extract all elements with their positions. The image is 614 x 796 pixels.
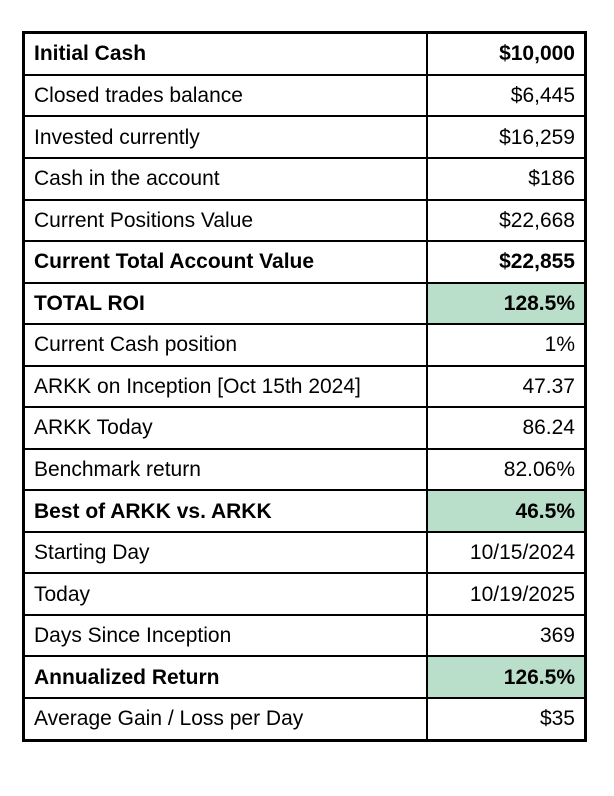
table-row: Average Gain / Loss per Day $35 bbox=[22, 696, 587, 742]
metric-value-cell[interactable]: 369 bbox=[425, 613, 587, 658]
portfolio-metrics-table: Initial Cash $10,000 Closed trades balan… bbox=[22, 31, 587, 742]
metric-label-cell[interactable]: ARKK Today bbox=[22, 406, 428, 450]
metric-value-cell[interactable]: 86.24 bbox=[425, 406, 587, 450]
table-row: Today 10/19/2025 bbox=[22, 572, 587, 616]
metric-label-cell[interactable]: TOTAL ROI bbox=[22, 281, 428, 326]
table-row: Starting Day 10/15/2024 bbox=[22, 530, 587, 575]
table-row: TOTAL ROI 128.5% bbox=[22, 281, 587, 326]
metric-label-cell[interactable]: Annualized Return bbox=[22, 655, 428, 699]
table-row: Annualized Return 126.5% bbox=[22, 655, 587, 699]
metrics-table-body: Initial Cash $10,000 Closed trades balan… bbox=[22, 31, 587, 742]
table-row: Best of ARKK vs. ARKK 46.5% bbox=[22, 489, 587, 533]
table-row: Current Cash position 1% bbox=[22, 323, 587, 367]
metric-value-cell[interactable]: 47.37 bbox=[425, 364, 587, 409]
portfolio-metrics-sheet: Initial Cash $10,000 Closed trades balan… bbox=[22, 31, 587, 742]
metric-value-cell[interactable]: 126.5% bbox=[425, 655, 587, 699]
metric-value-cell[interactable]: $35 bbox=[425, 696, 587, 742]
metric-value-cell[interactable]: $6,445 bbox=[425, 73, 587, 118]
metric-value-cell[interactable]: 82.06% bbox=[425, 447, 587, 492]
metric-label-cell[interactable]: Current Cash position bbox=[22, 323, 428, 367]
metric-label-cell[interactable]: ARKK on Inception [Oct 15th 2024] bbox=[22, 364, 428, 409]
table-row: Cash in the account $186 bbox=[22, 157, 587, 201]
metric-label-cell[interactable]: Average Gain / Loss per Day bbox=[22, 696, 428, 742]
metric-label-cell[interactable]: Best of ARKK vs. ARKK bbox=[22, 489, 428, 533]
metric-value-cell[interactable]: 10/19/2025 bbox=[425, 572, 587, 616]
table-row: Benchmark return 82.06% bbox=[22, 447, 587, 492]
metric-label-cell[interactable]: Benchmark return bbox=[22, 447, 428, 492]
metric-label-cell[interactable]: Initial Cash bbox=[22, 31, 428, 76]
table-row: Days Since Inception 369 bbox=[22, 613, 587, 658]
metric-value-cell[interactable]: 46.5% bbox=[425, 489, 587, 533]
metric-label-cell[interactable]: Current Positions Value bbox=[22, 198, 428, 243]
metric-value-cell[interactable]: 128.5% bbox=[425, 281, 587, 326]
table-row: Closed trades balance $6,445 bbox=[22, 73, 587, 118]
metric-value-cell[interactable]: 10/15/2024 bbox=[425, 530, 587, 575]
metric-label-cell[interactable]: Invested currently bbox=[22, 115, 428, 159]
metric-label-cell[interactable]: Cash in the account bbox=[22, 157, 428, 201]
table-row: Current Positions Value $22,668 bbox=[22, 198, 587, 243]
metric-value-cell[interactable]: $186 bbox=[425, 157, 587, 201]
table-row: Current Total Account Value $22,855 bbox=[22, 240, 587, 284]
table-row: ARKK Today 86.24 bbox=[22, 406, 587, 450]
metric-value-cell[interactable]: $10,000 bbox=[425, 31, 587, 76]
table-row: Invested currently $16,259 bbox=[22, 115, 587, 159]
metric-label-cell[interactable]: Current Total Account Value bbox=[22, 240, 428, 284]
metric-value-cell[interactable]: $22,855 bbox=[425, 240, 587, 284]
metric-label-cell[interactable]: Days Since Inception bbox=[22, 613, 428, 658]
metric-value-cell[interactable]: 1% bbox=[425, 323, 587, 367]
table-row: Initial Cash $10,000 bbox=[22, 31, 587, 76]
metric-label-cell[interactable]: Today bbox=[22, 572, 428, 616]
table-row: ARKK on Inception [Oct 15th 2024] 47.37 bbox=[22, 364, 587, 409]
metric-label-cell[interactable]: Closed trades balance bbox=[22, 73, 428, 118]
metric-value-cell[interactable]: $22,668 bbox=[425, 198, 587, 243]
metric-value-cell[interactable]: $16,259 bbox=[425, 115, 587, 159]
metric-label-cell[interactable]: Starting Day bbox=[22, 530, 428, 575]
